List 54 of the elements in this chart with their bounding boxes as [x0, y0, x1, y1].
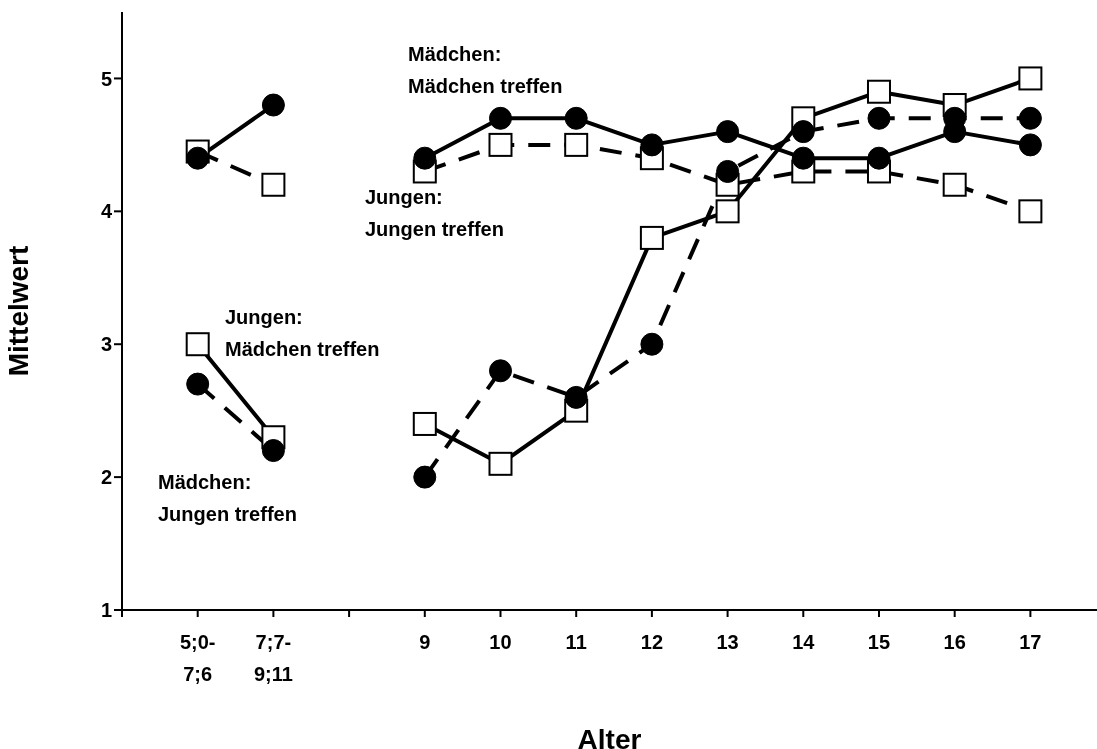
x-tick-label: 16 — [943, 631, 966, 653]
x-tick-label: 15 — [867, 631, 891, 653]
x-tick-label: 13 — [716, 631, 739, 653]
point — [942, 172, 967, 197]
point — [564, 385, 588, 409]
point — [261, 439, 285, 463]
point — [412, 411, 437, 436]
point — [867, 146, 891, 170]
point — [488, 106, 512, 130]
x-tick-label: 10 — [489, 631, 512, 653]
x-tick-label: 17 — [1019, 631, 1042, 653]
point — [488, 132, 513, 157]
point — [1018, 106, 1042, 130]
x-tick-label: 7;7-9;11 — [253, 631, 293, 685]
y-tick-label: 4 — [100, 200, 113, 223]
point — [867, 106, 891, 130]
point — [261, 172, 286, 197]
x-tick-label: 5;0-7;6 — [179, 631, 216, 685]
y-tick-label: 5 — [100, 67, 112, 90]
annotation: Mädchen: Mädchen treffen — [408, 42, 563, 99]
y-tick-label: 2 — [100, 466, 112, 489]
point — [488, 359, 512, 383]
point — [488, 451, 513, 476]
y-tick-label: 3 — [100, 333, 112, 356]
point — [1018, 133, 1042, 157]
point — [639, 225, 664, 250]
point — [186, 372, 210, 396]
x-tick-label: 11 — [565, 631, 587, 653]
x-axis-title: Alter — [577, 724, 642, 749]
point — [640, 133, 664, 157]
point — [716, 120, 740, 144]
point — [564, 132, 589, 157]
annotation: Jungen: Mädchen treffen — [225, 305, 380, 362]
point — [261, 93, 285, 117]
x-tick-label: 14 — [792, 631, 816, 653]
annotation: Jungen: Jungen treffen — [365, 185, 504, 242]
x-tick-label: 12 — [640, 631, 664, 653]
point — [1018, 66, 1043, 91]
y-axis-title: Mittelwert — [2, 245, 34, 377]
point — [413, 465, 437, 489]
point — [715, 199, 740, 224]
point — [1018, 199, 1043, 224]
y-tick-label: 1 — [100, 599, 112, 622]
x-tick-label: 9 — [419, 631, 431, 653]
point — [185, 332, 210, 357]
point — [413, 146, 437, 170]
point — [186, 146, 210, 170]
point — [564, 106, 588, 130]
point — [791, 146, 815, 170]
point — [866, 79, 891, 104]
point — [791, 120, 815, 144]
point — [716, 159, 740, 183]
point — [640, 332, 664, 356]
annotation: Mädchen: Jungen treffen — [158, 470, 297, 527]
